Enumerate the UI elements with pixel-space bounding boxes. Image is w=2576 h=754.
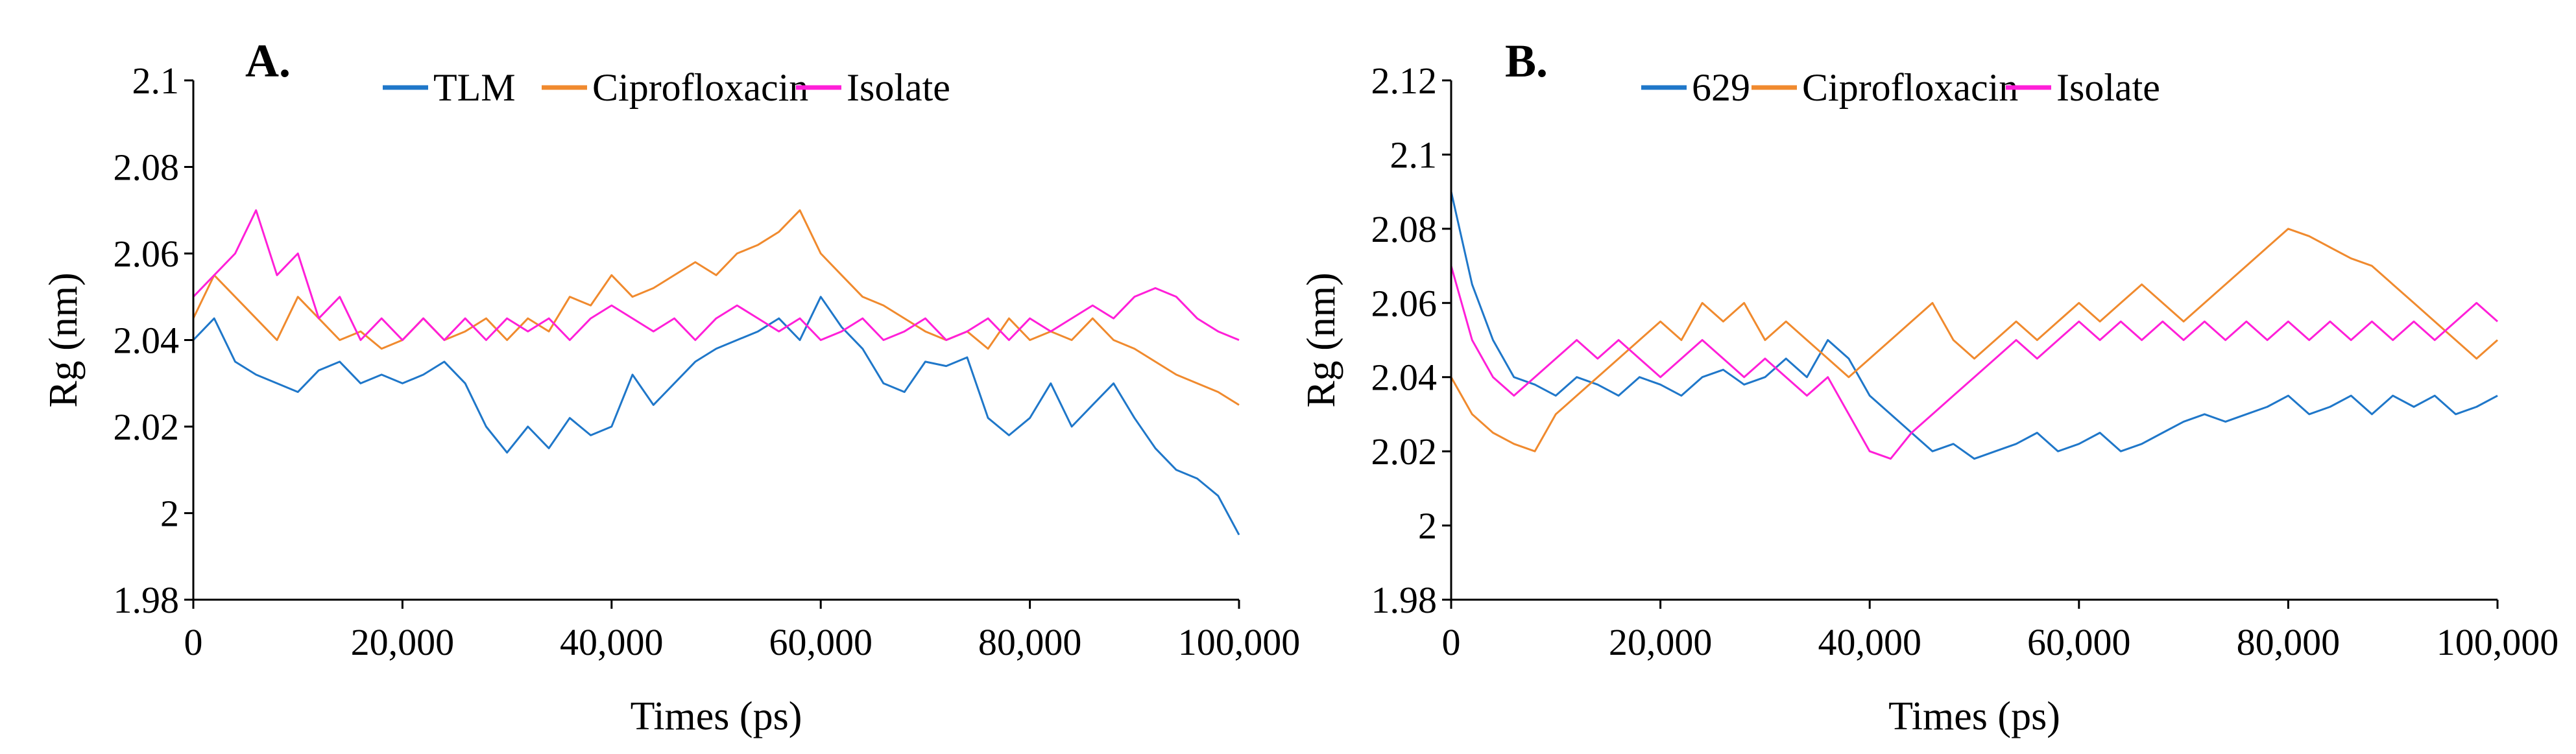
chart-panel-b: 1.98 2 2.02 2.04 2.06 2.08 2.1 2.12 0 20,000 40,00… (1299, 35, 2558, 738)
series-line-ciprofloxacin (1450, 228, 2498, 453)
x-tick-label: 40,000 (560, 621, 664, 663)
y-tick-label: 1.98 (1371, 579, 1438, 621)
legend-label-tlm: TLM (433, 66, 516, 109)
series-line-tlm (192, 296, 1240, 536)
y-tick-label: 1.98 (114, 579, 180, 621)
y-tick-label: 2.08 (1371, 208, 1438, 250)
y-tick-label: 2.02 (1371, 430, 1438, 473)
x-axis-title: Times (ps) (631, 694, 802, 738)
x-tick-label: 0 (1442, 621, 1461, 663)
y-tick-label: 2 (1418, 505, 1437, 547)
y-tick-label: 2.04 (1371, 357, 1438, 399)
x-tick-label: 80,000 (2237, 621, 2341, 663)
series-line-629 (1450, 191, 2498, 460)
x-tick-label: 40,000 (1818, 621, 1921, 663)
y-axis-title: Rg (nm) (1299, 272, 1343, 407)
x-tick-label: 0 (184, 621, 203, 663)
legend-label-629: 629 (1692, 66, 1750, 109)
y-tick-label: 2 (160, 493, 179, 535)
chart-panel-a: 1.98 2 2.02 2.04 2.06 2.08 2.1 0 20,000 40,000 60,… (42, 35, 1300, 738)
y-axis-title: Rg (nm) (42, 272, 86, 407)
x-axis-title: Times (ps) (1888, 694, 2060, 738)
y-tick-label: 2.02 (114, 406, 180, 448)
panel-label: A. (245, 35, 291, 87)
y-tick-label: 2.08 (114, 147, 180, 189)
legend-label-isolate: Isolate (847, 66, 950, 109)
y-tick-label: 2.1 (1390, 134, 1438, 176)
x-tick-label: 20,000 (351, 621, 455, 663)
x-tick-label: 60,000 (769, 621, 873, 663)
legend-label-ciprofloxacin: Ciprofloxacin (592, 66, 808, 109)
legend-label-ciprofloxacin: Ciprofloxacin (1802, 66, 2018, 109)
series-line-ciprofloxacin (192, 209, 1240, 406)
x-tick-label: 100,000 (2437, 621, 2559, 663)
x-tick-label: 80,000 (978, 621, 1082, 663)
y-tick-label: 2.1 (132, 60, 180, 102)
y-tick-label: 2.04 (114, 320, 180, 362)
y-tick-label: 2.06 (114, 233, 180, 275)
y-tick-label: 2.12 (1371, 60, 1438, 102)
x-tick-label: 20,000 (1609, 621, 1713, 663)
x-tick-label: 60,000 (2027, 621, 2131, 663)
panel-label: B. (1505, 35, 1548, 87)
y-tick-label: 2.06 (1371, 282, 1438, 324)
legend-label-isolate: Isolate (2056, 66, 2160, 109)
series-line-isolate (192, 209, 1240, 341)
series-line-isolate (1450, 265, 2498, 460)
x-tick-label: 100,000 (1178, 621, 1301, 663)
